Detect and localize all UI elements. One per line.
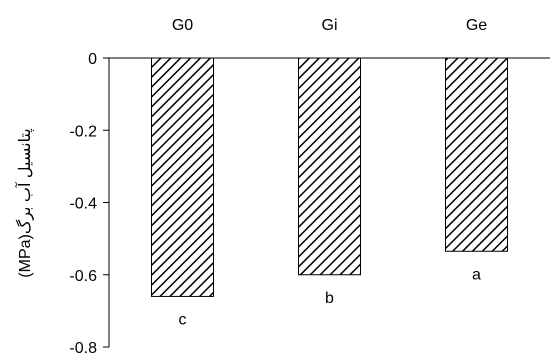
y-tick-label: -0.2	[69, 123, 97, 140]
category-label-g0: G0	[172, 17, 193, 34]
significance-letter-gi: b	[325, 290, 334, 307]
category-labels: G0 Gi Ge	[172, 17, 487, 34]
y-tick-label: 0	[88, 51, 97, 68]
significance-letter-ge: a	[472, 266, 481, 283]
y-ticks: 0 -0.2 -0.4 -0.6 -0.8	[69, 51, 109, 353]
y-tick-label: -0.4	[69, 196, 97, 213]
bars	[151, 57, 508, 297]
y-tick-label: -0.8	[69, 340, 97, 353]
y-tick-label: -0.6	[69, 268, 97, 285]
bar-gi	[298, 57, 361, 276]
bar-g0	[151, 57, 214, 297]
y-axis-label: پتانسیل آب برگ(MPa)	[14, 128, 34, 277]
category-label-ge: Ge	[466, 17, 487, 34]
category-label-gi: Gi	[322, 17, 338, 34]
significance-letter-g0: c	[179, 311, 187, 328]
bar-ge	[445, 57, 508, 252]
significance-labels: c b a	[179, 266, 482, 328]
